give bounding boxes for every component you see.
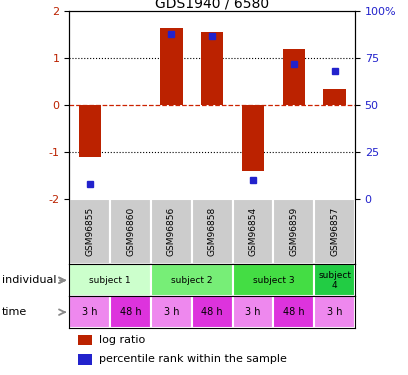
Bar: [233, 296, 273, 328]
Text: GSM96858: GSM96858: [208, 207, 217, 256]
Bar: [69, 296, 110, 328]
Bar: [273, 199, 314, 264]
Bar: [78, 105, 101, 157]
Text: time: time: [2, 307, 27, 317]
Bar: [273, 296, 314, 328]
Text: 3 h: 3 h: [327, 307, 342, 317]
Text: 48 h: 48 h: [201, 307, 223, 317]
Text: GSM96855: GSM96855: [85, 207, 94, 256]
Bar: [323, 88, 346, 105]
Text: 3 h: 3 h: [164, 307, 179, 317]
Bar: [110, 296, 151, 328]
Title: GDS1940 / 6580: GDS1940 / 6580: [155, 0, 269, 10]
Text: subject 3: subject 3: [253, 276, 294, 285]
Text: GSM96856: GSM96856: [167, 207, 176, 256]
Bar: [151, 264, 233, 296]
Bar: [69, 199, 110, 264]
Text: GSM96857: GSM96857: [330, 207, 339, 256]
Bar: [151, 199, 192, 264]
Text: percentile rank within the sample: percentile rank within the sample: [100, 354, 287, 364]
Bar: [192, 199, 233, 264]
Bar: [192, 296, 233, 328]
Bar: [151, 296, 192, 328]
Bar: [314, 264, 355, 296]
Text: 3 h: 3 h: [82, 307, 98, 317]
Text: subject 1: subject 1: [89, 276, 131, 285]
Text: subject
4: subject 4: [318, 271, 351, 290]
Bar: [233, 199, 273, 264]
Bar: [314, 296, 355, 328]
Bar: [78, 334, 92, 345]
Bar: [314, 199, 355, 264]
Bar: [78, 354, 92, 365]
Text: 48 h: 48 h: [120, 307, 142, 317]
Bar: [242, 105, 264, 171]
Text: 3 h: 3 h: [245, 307, 261, 317]
Text: GSM96854: GSM96854: [248, 207, 257, 256]
Text: individual: individual: [2, 275, 57, 285]
Bar: [110, 199, 151, 264]
Text: GSM96860: GSM96860: [126, 207, 135, 256]
Text: 48 h: 48 h: [283, 307, 305, 317]
Text: log ratio: log ratio: [100, 335, 146, 345]
Bar: [160, 28, 182, 105]
Bar: [282, 49, 305, 105]
Text: GSM96859: GSM96859: [289, 207, 298, 256]
Bar: [69, 264, 151, 296]
Bar: [201, 32, 223, 105]
Bar: [233, 264, 314, 296]
Text: subject 2: subject 2: [171, 276, 213, 285]
